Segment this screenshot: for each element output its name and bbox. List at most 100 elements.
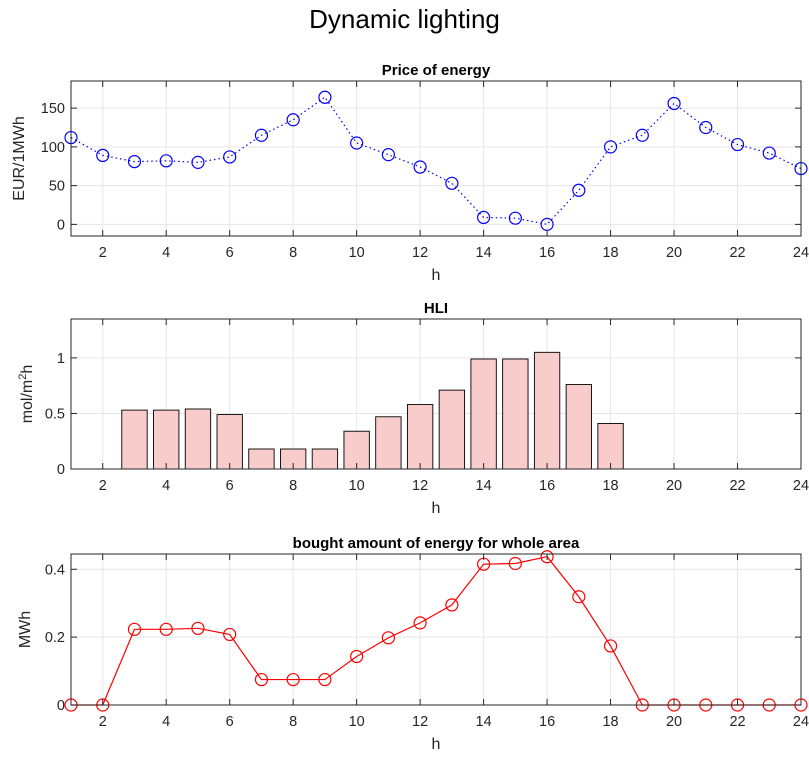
energy-ytick-label: 0.4: [45, 562, 65, 578]
price-marker: [667, 96, 681, 111]
energy-xlabel: h: [432, 736, 441, 753]
energy-ylabel: MWh: [17, 611, 34, 648]
price-marker: [635, 128, 649, 142]
energy-xtick-label: 22: [729, 714, 745, 730]
price-title: Price of energy: [382, 62, 491, 79]
hli-xtick-label: 12: [412, 478, 428, 494]
hli-xlabel: h: [432, 500, 441, 517]
hli-bar: [375, 416, 402, 470]
price-marker: [159, 154, 173, 168]
hli-bar: [153, 409, 180, 470]
figure-title: Dynamic lighting: [309, 4, 500, 34]
price-xlabel: h: [432, 267, 441, 284]
hli-bar: [121, 409, 148, 470]
energy-xtick-label: 8: [289, 714, 297, 730]
energy-marker: [381, 631, 395, 645]
hli-axes-box: [70, 318, 802, 470]
energy-marker: [445, 598, 459, 612]
energy-marker: [127, 622, 142, 636]
price-marker: [603, 140, 618, 154]
price-marker: [762, 146, 776, 160]
hli-xtick-label: 4: [162, 478, 170, 494]
hli-bar: [438, 389, 466, 470]
hli-ylabel: mol/m2h: [17, 365, 36, 424]
energy-marker: [603, 639, 618, 653]
price-marker: [254, 128, 269, 142]
price-axes-box: [70, 80, 802, 237]
hli-bar: [216, 414, 243, 470]
price-xtick-label: 18: [602, 245, 618, 261]
price-marker: [286, 113, 300, 127]
hli-bar: [502, 358, 529, 470]
energy-xtick-label: 6: [226, 714, 234, 730]
price-marker: [508, 211, 522, 225]
energy-xtick-label: 20: [666, 714, 682, 730]
price-ytick-label: 150: [41, 101, 65, 117]
energy-xtick-label: 10: [349, 714, 365, 730]
price-marker: [318, 90, 332, 104]
energy-marker: [350, 649, 364, 664]
energy-xtick-label: 12: [412, 714, 428, 730]
energy-xtick-label: 2: [99, 714, 107, 730]
price-marker: [127, 155, 142, 169]
hli-xtick-label: 8: [289, 478, 297, 494]
price-marker: [730, 137, 745, 152]
price-series-line: [70, 96, 802, 226]
energy-marker: [413, 616, 427, 630]
hli-xtick-label: 24: [793, 478, 809, 494]
hli-ytick-label: 0: [57, 462, 65, 478]
energy-marker: [191, 621, 205, 635]
hli-bar: [533, 351, 561, 470]
hli-bar: [565, 384, 592, 470]
energy-title: bought amount of energy for whole area: [293, 535, 580, 552]
hli-xtick-label: 18: [602, 478, 618, 494]
price-xtick-label: 8: [289, 245, 297, 261]
energy-xtick-label: 4: [162, 714, 170, 730]
price-marker: [413, 160, 427, 174]
price-marker: [223, 150, 237, 164]
hli-bar: [597, 422, 624, 470]
hli-xtick-label: 2: [99, 478, 107, 494]
energy-axes-box: [70, 553, 802, 706]
price-marker: [699, 120, 713, 135]
energy-ytick-label: 0.2: [45, 630, 65, 646]
price-marker: [191, 155, 205, 169]
price-marker: [381, 148, 395, 162]
hli-bar: [406, 404, 434, 470]
price-xtick-label: 24: [793, 245, 809, 261]
price-ylabel: EUR/1MWh: [11, 116, 28, 200]
hli-xtick-label: 10: [349, 478, 365, 494]
energy-xtick-label: 18: [602, 714, 618, 730]
hli-title: HLI: [424, 300, 448, 317]
hli-bar: [470, 358, 497, 470]
price-xtick-label: 4: [162, 245, 170, 261]
hli-bar: [343, 430, 370, 470]
hli-xtick-label: 20: [666, 478, 682, 494]
hli-xtick-label: 16: [539, 478, 555, 494]
price-xtick-label: 14: [476, 245, 492, 261]
energy-marker: [159, 622, 173, 636]
energy-marker: [540, 550, 554, 564]
price-xtick-label: 20: [666, 245, 682, 261]
hli-ytick-label: 0.5: [45, 406, 65, 422]
price-marker: [572, 183, 586, 197]
price-ytick-label: 50: [49, 179, 65, 195]
price-xtick-label: 22: [729, 245, 745, 261]
price-marker: [477, 210, 491, 224]
energy-marker: [508, 556, 522, 571]
energy-xtick-label: 24: [793, 714, 809, 730]
energy-marker: [572, 590, 586, 604]
energy-series-line: [71, 556, 801, 706]
price-xtick-label: 6: [226, 245, 234, 261]
hli-ytick-label: 1: [57, 351, 65, 367]
price-ytick-label: 0: [57, 217, 65, 233]
energy-ytick-label: 0: [57, 698, 65, 714]
hli-xtick-label: 6: [226, 478, 234, 494]
price-xtick-label: 2: [99, 245, 107, 261]
price-ytick-label: 100: [41, 140, 65, 156]
price-marker: [350, 136, 364, 150]
